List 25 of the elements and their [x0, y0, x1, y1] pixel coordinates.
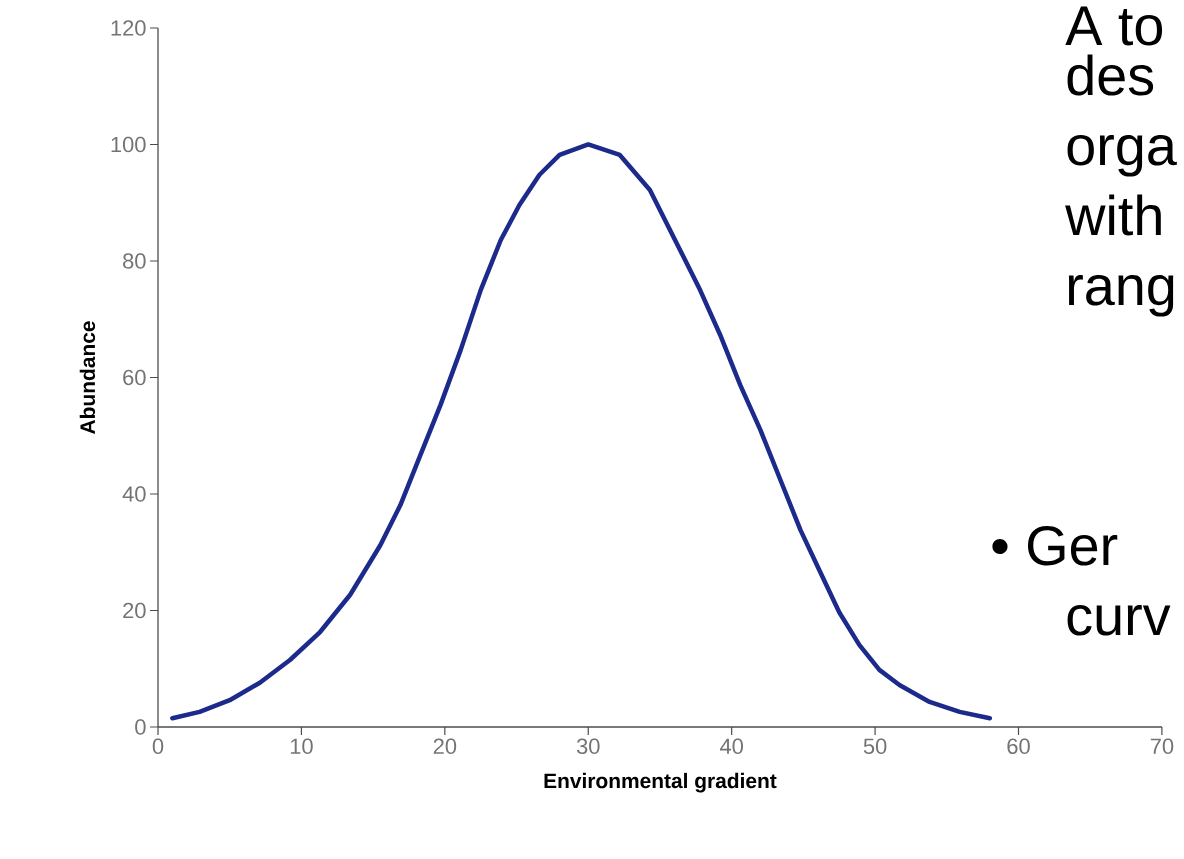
annotation: curv	[1067, 604, 1171, 636]
y-tick-label: 120	[111, 20, 146, 36]
y-tick-label: 100	[111, 136, 146, 153]
annotation: orga	[1067, 134, 1177, 177]
y-tick-label: 80	[123, 253, 146, 269]
y-axis-title: Abundance	[79, 321, 96, 434]
annotation: des	[1067, 54, 1154, 96]
annotation: rang	[1068, 274, 1174, 317]
annotation: with	[1065, 194, 1161, 236]
y-tick-label: 0	[135, 719, 146, 735]
annotation: • Ger	[992, 526, 1118, 566]
line-series	[170, 142, 993, 721]
x-tick-label: 50	[863, 738, 887, 755]
y-tick-label: 40	[122, 486, 146, 502]
x-tick-label: 10	[290, 738, 313, 755]
x-tick-label: 60	[1007, 738, 1030, 755]
y-tick-label: 20	[123, 602, 146, 619]
x-tick-label: 70	[1150, 738, 1174, 755]
x-tick-label: 40	[719, 738, 743, 755]
x-tick-label: 30	[576, 738, 600, 755]
y-tick-label: 60	[123, 369, 146, 386]
x-axis-title: Environmental gradient	[544, 772, 777, 793]
x-tick-label: 0	[152, 738, 164, 755]
x-tick-label: 20	[433, 738, 457, 755]
annotation: A to	[1065, 6, 1163, 46]
